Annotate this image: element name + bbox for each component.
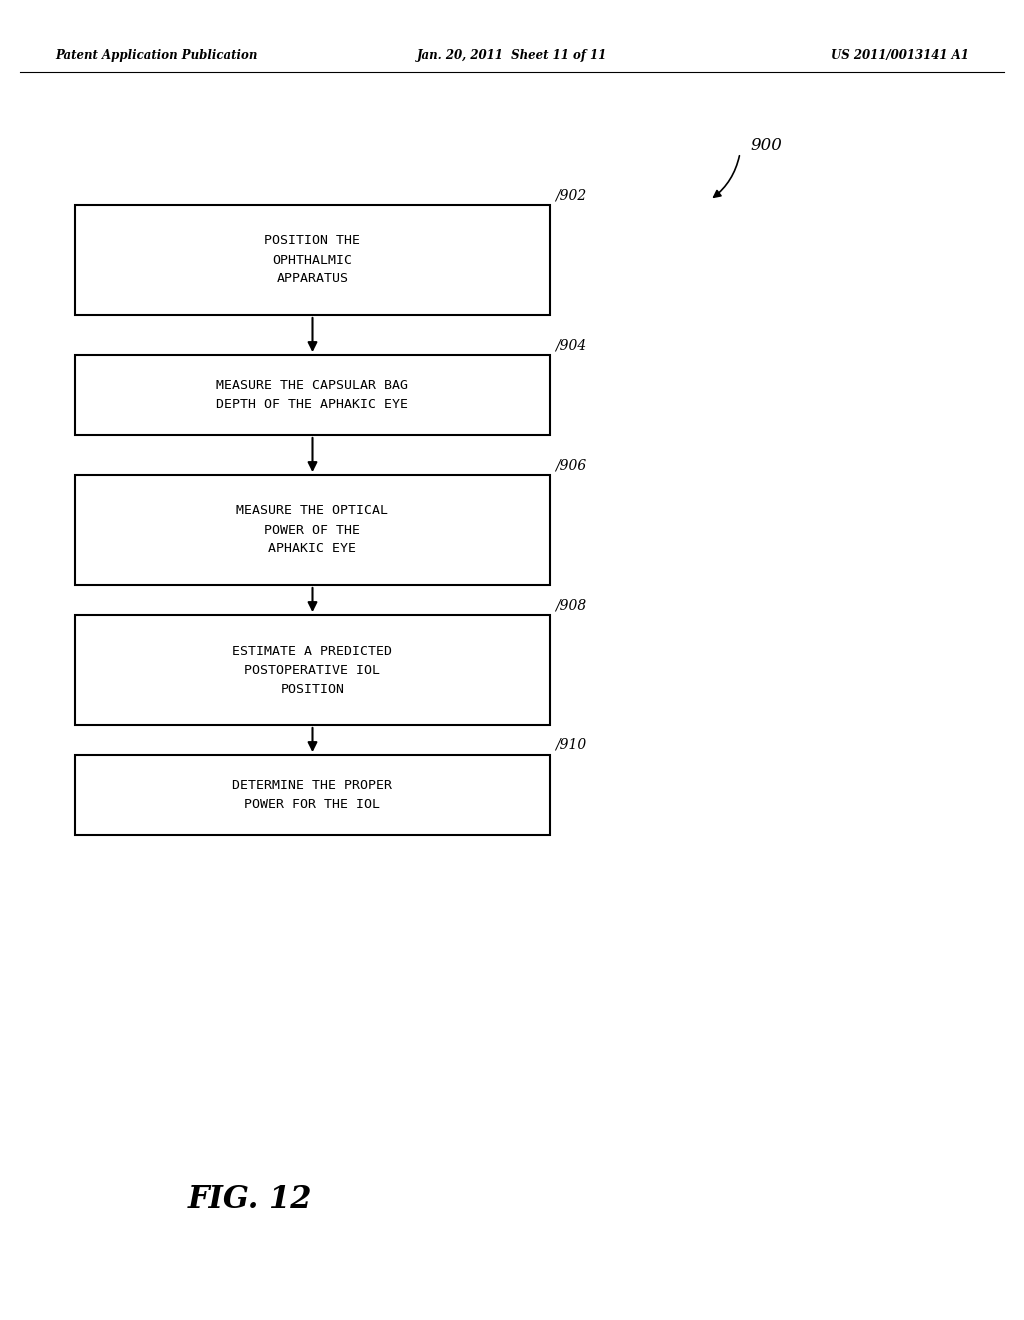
Text: /910: /910 — [555, 738, 587, 752]
Text: /906: /906 — [555, 458, 587, 473]
Text: /902: /902 — [555, 187, 587, 202]
Text: FIG. 12: FIG. 12 — [187, 1184, 312, 1216]
Text: Jan. 20, 2011  Sheet 11 of 11: Jan. 20, 2011 Sheet 11 of 11 — [417, 49, 607, 62]
Text: ESTIMATE A PREDICTED
POSTOPERATIVE IOL
POSITION: ESTIMATE A PREDICTED POSTOPERATIVE IOL P… — [232, 644, 392, 696]
Text: /908: /908 — [555, 598, 587, 612]
Bar — [75, 755, 550, 836]
Text: US 2011/0013141 A1: US 2011/0013141 A1 — [831, 49, 969, 62]
Text: Patent Application Publication: Patent Application Publication — [55, 49, 257, 62]
Bar — [75, 475, 550, 585]
Bar — [75, 205, 550, 315]
Bar — [75, 355, 550, 436]
Text: DETERMINE THE PROPER
POWER FOR THE IOL: DETERMINE THE PROPER POWER FOR THE IOL — [232, 779, 392, 810]
Text: /904: /904 — [555, 338, 587, 352]
Text: MEASURE THE CAPSULAR BAG
DEPTH OF THE APHAKIC EYE: MEASURE THE CAPSULAR BAG DEPTH OF THE AP… — [216, 379, 409, 411]
Text: MEASURE THE OPTICAL
POWER OF THE
APHAKIC EYE: MEASURE THE OPTICAL POWER OF THE APHAKIC… — [237, 504, 388, 556]
Text: POSITION THE
OPHTHALMIC
APPARATUS: POSITION THE OPHTHALMIC APPARATUS — [264, 235, 360, 285]
Text: 900: 900 — [750, 136, 782, 153]
Bar — [75, 615, 550, 725]
